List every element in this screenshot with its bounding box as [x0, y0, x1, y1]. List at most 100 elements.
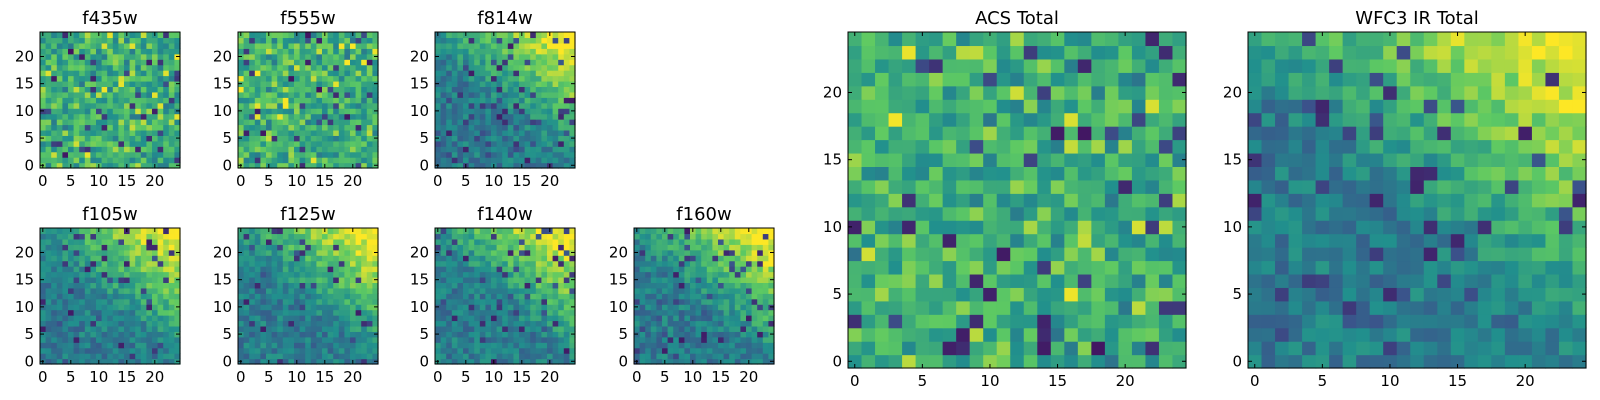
heatmap-cell — [174, 113, 181, 120]
heatmap-cell — [519, 124, 526, 131]
heatmap-cell — [168, 320, 175, 327]
heatmap-cell — [667, 260, 674, 267]
heatmap-cell — [639, 260, 646, 267]
heatmap-cell — [112, 151, 119, 158]
heatmap-cell — [254, 315, 261, 322]
heatmap-cell — [569, 129, 576, 136]
heatmap-cell — [502, 129, 509, 136]
heatmap-cell — [372, 255, 379, 262]
heatmap-cell — [502, 140, 509, 147]
heatmap-cell — [68, 75, 75, 82]
heatmap-cell — [96, 59, 103, 66]
heatmap-cell — [468, 80, 475, 87]
heatmap-cell — [118, 331, 125, 338]
heatmap-cell — [634, 238, 641, 245]
heatmap-cell — [260, 287, 267, 294]
heatmap-cell — [372, 266, 379, 273]
heatmap-cell — [535, 86, 542, 93]
heatmap-cell — [266, 80, 273, 87]
heatmap-cell — [112, 53, 119, 60]
heatmap-cell — [90, 124, 97, 131]
heatmap-cell — [563, 70, 570, 77]
heatmap-cell — [361, 108, 368, 115]
heatmap-cell — [243, 347, 250, 354]
heatmap-cell — [569, 124, 576, 131]
heatmap-cell — [524, 70, 531, 77]
heatmap-cell — [519, 342, 526, 349]
heatmap-cell — [73, 91, 80, 98]
heatmap-cell — [96, 276, 103, 283]
x-tick-label: 5 — [66, 368, 76, 386]
heatmap-cell — [282, 358, 289, 365]
heatmap-cell — [463, 135, 470, 142]
heatmap-cell — [101, 244, 108, 251]
heatmap-cell — [502, 282, 509, 289]
heatmap-cell — [277, 336, 284, 343]
heatmap-cell — [701, 298, 708, 305]
heatmap-cell — [243, 91, 250, 98]
y-tick-label: 0 — [419, 156, 429, 174]
heatmap-cell — [372, 228, 379, 235]
heatmap-cell — [888, 206, 903, 221]
heatmap-cell — [157, 287, 164, 294]
heatmap-cell — [282, 97, 289, 104]
heatmap-cell — [502, 97, 509, 104]
heatmap-cell — [435, 255, 442, 262]
heatmap-cell — [249, 86, 256, 93]
heatmap-cell — [547, 91, 554, 98]
heatmap-cell — [107, 135, 114, 142]
heatmap-cell — [451, 304, 458, 311]
heatmap-cell — [254, 151, 261, 158]
heatmap-cell — [552, 146, 559, 153]
heatmap-cell — [118, 336, 125, 343]
heatmap-cell — [662, 244, 669, 251]
heatmap-cell — [457, 315, 464, 322]
heatmap-cell — [848, 166, 863, 181]
heatmap-cell — [634, 233, 641, 240]
heatmap-cell — [84, 108, 91, 115]
heatmap-cell — [740, 282, 747, 289]
heatmap-cell — [552, 75, 559, 82]
heatmap-cell — [474, 48, 481, 55]
heatmap-cell — [73, 238, 80, 245]
heatmap-cell — [468, 37, 475, 44]
heatmap-cell — [249, 129, 256, 136]
heatmap-cell — [135, 233, 142, 240]
heatmap-cell — [366, 119, 373, 126]
heatmap-cell — [260, 80, 267, 87]
heatmap-cell — [333, 140, 340, 147]
heatmap-cell — [729, 238, 736, 245]
heatmap-cell — [513, 157, 520, 164]
heatmap-cell — [491, 271, 498, 278]
heatmap-cell — [40, 266, 47, 273]
heatmap-cell — [485, 347, 492, 354]
heatmap-cell — [496, 42, 503, 49]
heatmap-cell — [140, 42, 147, 49]
heatmap-cell — [56, 244, 63, 251]
heatmap-cell — [1172, 341, 1187, 356]
heatmap-cell — [969, 166, 984, 181]
heatmap-cell — [316, 358, 323, 365]
heatmap-cell — [327, 151, 334, 158]
heatmap-cell — [288, 309, 295, 316]
heatmap-cell — [271, 293, 278, 300]
heatmap-cell — [316, 113, 323, 120]
heatmap-cell — [558, 151, 565, 158]
heatmap-cell — [146, 271, 153, 278]
heatmap-cell — [535, 255, 542, 262]
heatmap-cell — [152, 315, 159, 322]
heatmap-cell — [282, 64, 289, 71]
heatmap-cell — [146, 80, 153, 87]
heatmap-cell — [327, 342, 334, 349]
heatmap-cell — [163, 64, 170, 71]
heatmap-cell — [112, 64, 119, 71]
heatmap-cell — [435, 124, 442, 131]
heatmap-cell — [322, 336, 329, 343]
heatmap-cell — [1064, 273, 1079, 288]
heatmap-cell — [491, 233, 498, 240]
heatmap-cell — [547, 336, 554, 343]
heatmap-cell — [1131, 314, 1147, 329]
heatmap-cell — [322, 157, 329, 164]
heatmap-cell — [107, 151, 114, 158]
heatmap-cell — [650, 347, 657, 354]
